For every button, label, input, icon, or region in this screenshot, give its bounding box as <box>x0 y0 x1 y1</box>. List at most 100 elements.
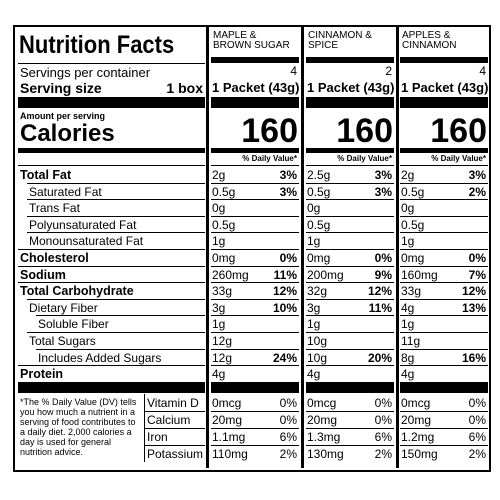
amount: 4g <box>307 367 321 382</box>
amount: 0mcg <box>401 395 431 410</box>
rule <box>211 199 299 201</box>
rule <box>211 57 299 63</box>
amount: 0mg <box>307 251 331 265</box>
amount: 8g <box>401 350 415 365</box>
rule <box>400 315 488 317</box>
rule <box>144 427 205 429</box>
amount: 2g <box>401 168 415 182</box>
rule <box>400 182 488 184</box>
vitamin-name: Iron <box>147 429 168 444</box>
rule <box>301 27 304 468</box>
product-name: CINNAMON & SPICE <box>308 30 372 51</box>
amount: 3g <box>307 300 321 315</box>
amount: 260mg <box>212 267 249 282</box>
rule <box>306 298 394 300</box>
amount: 0mg <box>401 251 425 265</box>
rule <box>27 182 205 184</box>
daily-value: 6% <box>468 429 486 444</box>
rule <box>400 298 488 300</box>
rule <box>400 427 488 429</box>
calories: 160 <box>430 112 487 150</box>
amount: 33g <box>401 284 422 299</box>
rule <box>400 282 488 284</box>
amount: 10g <box>307 350 328 365</box>
serving-size: 1 Packet (43g) <box>307 80 395 95</box>
amount: 0mcg <box>307 395 337 410</box>
amount: 12g <box>212 350 233 365</box>
serving-size-label: Serving size <box>20 80 102 96</box>
amount: 11g <box>401 334 421 348</box>
rule <box>144 444 205 446</box>
rule <box>400 165 488 166</box>
daily-value: 2% <box>468 446 486 461</box>
rule <box>27 332 205 333</box>
nutrient-name: Includes Added Sugars <box>38 350 162 365</box>
calories: 160 <box>241 112 298 150</box>
servings-label: Servings per container <box>20 65 151 80</box>
rule <box>400 332 488 333</box>
rule <box>27 199 205 201</box>
rule <box>211 381 299 393</box>
amount: 200mg <box>307 267 344 282</box>
daily-value: 2% <box>374 446 392 461</box>
amount: 4g <box>401 300 415 315</box>
daily-value: 10% <box>272 300 297 315</box>
rule <box>211 282 299 284</box>
nutrient-name: Polyunsaturated Fat <box>29 217 137 232</box>
rule <box>306 381 394 393</box>
rule <box>211 348 299 350</box>
amount: 1g <box>401 317 415 332</box>
amount: 0g <box>212 201 226 216</box>
rule <box>27 215 205 217</box>
nutrient-name: Monounsaturated Fat <box>29 234 144 249</box>
amount: 160mg <box>401 267 438 282</box>
rule <box>306 265 394 267</box>
daily-value: 0% <box>279 395 297 410</box>
amount: 20mg <box>401 412 432 427</box>
rule <box>306 199 394 201</box>
amount: 1g <box>307 317 321 332</box>
amount: 0g <box>401 201 415 216</box>
rule <box>18 165 205 166</box>
rule <box>306 57 394 63</box>
rule <box>211 444 299 446</box>
amount: 33g <box>212 284 233 299</box>
daily-value: 24% <box>272 350 297 365</box>
rule <box>306 215 394 217</box>
rule <box>400 381 488 393</box>
amount: 1g <box>212 234 226 249</box>
product-name: MAPLE & BROWN SUGAR <box>213 30 290 51</box>
serving-size: 1 Packet (43g) <box>212 80 300 95</box>
rule <box>400 348 488 350</box>
title: Nutrition Facts <box>19 31 175 59</box>
calories-label: Calories <box>20 120 115 147</box>
daily-value: 2% <box>279 446 297 461</box>
rule <box>18 365 205 367</box>
footnote: *The % Daily Value (DV) tells you how mu… <box>20 396 137 457</box>
rule <box>18 249 205 250</box>
rule <box>18 282 205 284</box>
rule <box>18 148 205 153</box>
vitamin-name: Vitamin D <box>147 395 199 410</box>
daily-value: 0% <box>468 395 486 410</box>
rule <box>306 165 394 166</box>
amount: 1g <box>212 317 226 332</box>
amount: 1g <box>401 234 415 249</box>
amount: 0.5g <box>307 184 331 199</box>
serving-size: 1 Packet (43g) <box>401 80 489 95</box>
rule <box>211 332 299 333</box>
rule <box>306 97 394 108</box>
daily-value: 3% <box>374 184 392 199</box>
rule <box>36 315 205 317</box>
servings: 4 <box>479 64 486 78</box>
rule <box>36 348 205 350</box>
nutrient-name: Dietary Fiber <box>29 300 98 315</box>
daily-value: 7% <box>468 267 486 282</box>
daily-value: 0% <box>374 395 392 410</box>
rule <box>400 365 488 367</box>
daily-value: 6% <box>279 429 297 444</box>
nutrient-name: Soluble Fiber <box>38 317 109 332</box>
rule <box>306 427 394 429</box>
daily-value: 0% <box>374 412 392 427</box>
amount: 4g <box>212 367 226 382</box>
